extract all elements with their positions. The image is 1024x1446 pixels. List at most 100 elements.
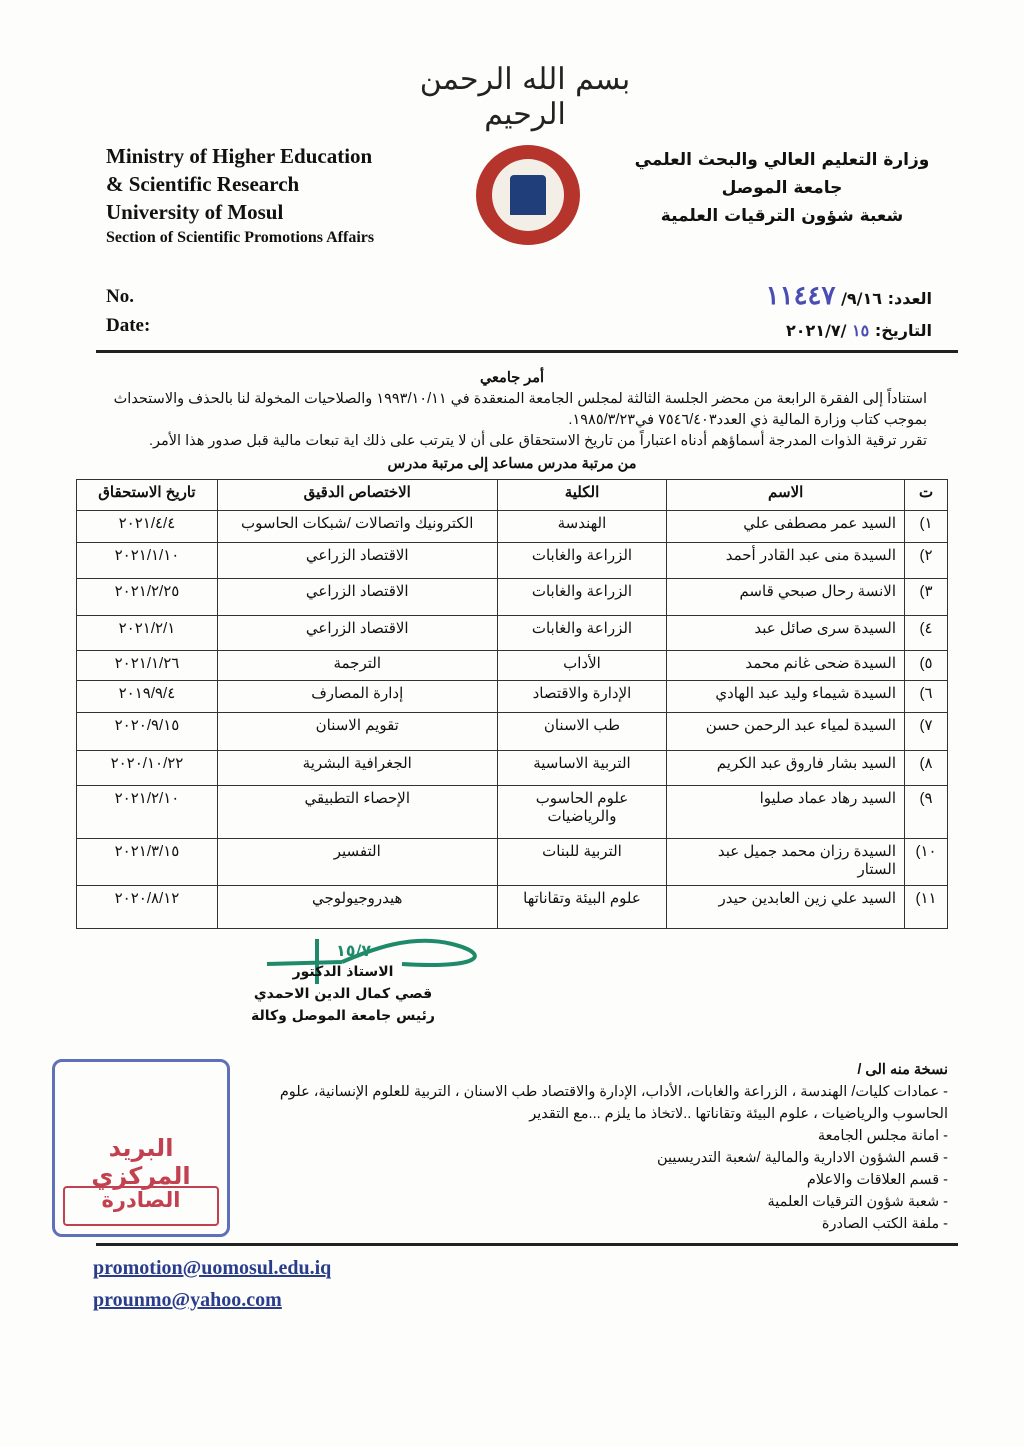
central-mail-stamp: البريد المركزي الصادرة [52, 1059, 230, 1237]
stamp-line-2: الصادرة [63, 1186, 219, 1226]
cell-date: ٢٠١٩/٩/٤ [76, 680, 218, 713]
ministry-name-en-2: & Scientific Research [106, 172, 300, 196]
cell-date: ٢٠٢٠/١٠/٢٢ [76, 750, 218, 786]
col-header-specialty: الاختصاص الدقيق [216, 479, 498, 511]
ar-no-value: ٩/١٦/ [841, 289, 883, 308]
date-label: Date: [106, 315, 151, 336]
cell-college: الزراعة والغابات [496, 615, 668, 651]
document-body-flow: أمر جامعي استناداً إلى الفقرة الرابعة من… [52, 368, 958, 1316]
cell-name: السيد رهاد عماد صليوا [666, 785, 906, 839]
cell-name: السيد بشار فاروق عبد الكريم [666, 750, 906, 786]
cell-college: الزراعة والغابات [496, 578, 668, 616]
cell-specialty: الاقتصاد الزراعي [216, 542, 498, 579]
signatory-name: قصي كمال الدين الاحمدي [253, 986, 433, 1002]
cell-name: السيد علي زين العابدين حيدر [666, 885, 906, 929]
cell-name: السيدة شيماء وليد عبد الهادي [666, 680, 906, 713]
table-row: ١١) السيد علي زين العابدين حيدر علوم البيئ… [76, 885, 948, 929]
cell-specialty: الترجمة [216, 650, 498, 681]
cell-specialty: الجغرافية البشرية [216, 750, 498, 786]
ar-date-value: /٢٠٢١/٧ [785, 321, 847, 340]
cell-number: ١٠) [904, 838, 948, 886]
table-row: ٣) الانسة رحال صبحي قاسم الزراعة والغابات ا… [76, 578, 948, 616]
table-row: ٦) السيدة شيماء وليد عبد الهادي الإدارة وا… [76, 680, 948, 713]
cell-name: السيدة سرى صائل عبد [666, 615, 906, 651]
table-header-row: ت الاسم الكلية الاختصاص الدقيق تاريخ الا… [76, 479, 948, 511]
basmala-calligraphy: بسم الله الرحمن الرحيم [419, 62, 631, 132]
cell-number: ٢) [904, 542, 948, 579]
table-row: ٧) السيدة لمياء عبد الرحمن حسن طب الاسنان ت… [76, 712, 948, 751]
handwritten-day: ١٥ [852, 321, 870, 340]
cell-number: ٣) [904, 578, 948, 616]
email-link-promotion[interactable]: promotion@uomosul.edu.iq [93, 1257, 332, 1279]
col-header-number: ت [904, 479, 948, 511]
cell-college: الإدارة والاقتصاد [496, 680, 668, 713]
cell-college: الهندسة [496, 510, 668, 543]
table-caption: من مرتبة مدرس مساعد إلى مرتبة مدرس [387, 456, 637, 472]
signature-area: ١٥/٧ الاستاذ الدكتور قصي كمال الدين الاح… [76, 933, 948, 1051]
order-body: أمر جامعي استناداً إلى الفقرة الرابعة من… [97, 368, 927, 475]
signature-block: الاستاذ الدكتور قصي كمال الدين الاحمدي ر… [238, 961, 448, 1027]
university-name-ar: جامعة الموصل [721, 178, 843, 198]
cell-date: ٢٠٢١/٢/٢٥ [76, 578, 218, 616]
table-row: ٨) السيد بشار فاروق عبد الكريم التربية الا… [76, 750, 948, 786]
order-paragraph-1: استناداً إلى الفقرة الرابعة من محضر الجل… [113, 391, 927, 428]
cell-date: ٢٠٢١/٢/١٠ [76, 785, 218, 839]
cell-number: ١١) [904, 885, 948, 929]
copy-item: - ملفة الكتب الصادرة [821, 1216, 948, 1232]
section-name-ar: شعبة شؤون الترقيات العلمية [660, 206, 904, 226]
copy-item: - قسم الشؤون الادارية والمالية /شعبة الت… [657, 1150, 948, 1166]
ar-date-label: التاريخ: [874, 321, 932, 340]
cell-college: علوم البيئة وتقاناتها [496, 885, 668, 929]
copy-item: - عمادات كليات/ الهندسة ، الزراعة والغاب… [279, 1084, 948, 1122]
cell-number: ١) [904, 510, 948, 543]
footer-divider [96, 1243, 958, 1246]
copy-item: - شعبة شؤون الترقيات العلمية [767, 1194, 949, 1210]
signatory-title: الاستاذ الدكتور [292, 964, 394, 980]
cell-number: ٨) [904, 750, 948, 786]
col-header-name: الاسم [666, 479, 906, 511]
table-row: ٩) السيد رهاد عماد صليوا علوم الحاسوب والر… [76, 785, 948, 839]
ministry-name-en: Ministry of Higher Education [106, 144, 373, 168]
order-title: أمر جامعي [479, 370, 545, 386]
table-row: ١٠) السيدة رزان محمد جميل عبد الستار الترب… [76, 838, 948, 886]
signature-handwritten-date: ١٥/٧ [336, 941, 372, 960]
cell-college: طب الاسنان [496, 712, 668, 751]
cell-specialty: تقويم الاسنان [216, 712, 498, 751]
table-row: ٤) السيدة سرى صائل عبد الزراعة والغابات الا… [76, 615, 948, 651]
cell-specialty: الاقتصاد الزراعي [216, 578, 498, 616]
cell-date: ٢٠٢١/٢/١ [76, 615, 218, 651]
cell-college: الزراعة والغابات [496, 542, 668, 579]
cell-name: السيدة ضحى غانم محمد [666, 650, 906, 681]
col-header-college: الكلية [496, 479, 668, 511]
col-header-date: تاريخ الاستحقاق [76, 479, 218, 511]
cell-date: ٢٠٢١/٤/٤ [76, 510, 218, 543]
signatory-position: رئيس جامعة الموصل وكالة [251, 1008, 435, 1024]
copy-item: - قسم العلاقات والاعلام [806, 1172, 948, 1188]
cell-date: ٢٠٢٠/٩/١٥ [76, 712, 218, 751]
copies-list: نسخة منه الى / - عمادات كليات/ الهندسة ،… [246, 1059, 948, 1235]
cell-name: السيدة رزان محمد جميل عبد الستار [666, 838, 906, 886]
cell-date: ٢٠٢٠/٨/١٢ [76, 885, 218, 929]
table-row: ٥) السيدة ضحى غانم محمد الأداب الترجمة ٢٠٢١/… [76, 650, 948, 681]
cell-specialty: إدارة المصارف [216, 680, 498, 713]
cell-date: ٢٠٢١/١/١٠ [76, 542, 218, 579]
signature-mark [266, 938, 477, 984]
cell-number: ٤) [904, 615, 948, 651]
cell-college: التربية للبنات [496, 838, 668, 886]
section-name-en: Section of Scientific Promotions Affairs [106, 229, 375, 246]
handwritten-number: ١١٤٤٧ [765, 281, 836, 311]
cell-specialty: هيدروجيولوجي [216, 885, 498, 929]
promotions-table: ت الاسم الكلية الاختصاص الدقيق تاريخ الا… [76, 479, 948, 929]
copies-title: نسخة منه الى / [857, 1062, 948, 1078]
email-link-yahoo[interactable]: prounmo@yahoo.com [93, 1289, 282, 1311]
cell-specialty: الإحصاء التطبيقي [216, 785, 498, 839]
english-letterhead: Ministry of Higher Education & Scientifi… [106, 142, 374, 250]
cell-name: السيدة منى عبد القادر أحمد [666, 542, 906, 579]
table-row: ٢) السيدة منى عبد القادر أحمد الزراعة والغ… [76, 542, 948, 579]
order-paragraph-2: تقرر ترقية الذوات المدرجة أسماؤهم أدناه … [148, 433, 927, 449]
cell-number: ٧) [904, 712, 948, 751]
cell-college: الأداب [496, 650, 668, 681]
ministry-name-ar: وزارة التعليم العالي والبحث العلمي [634, 150, 930, 170]
arabic-reference: العدد: ٩/١٦/ ١١٤٤٧ التاريخ: ١٥ /٢٠٢١/٧ [766, 280, 932, 347]
cell-number: ٥) [904, 650, 948, 681]
